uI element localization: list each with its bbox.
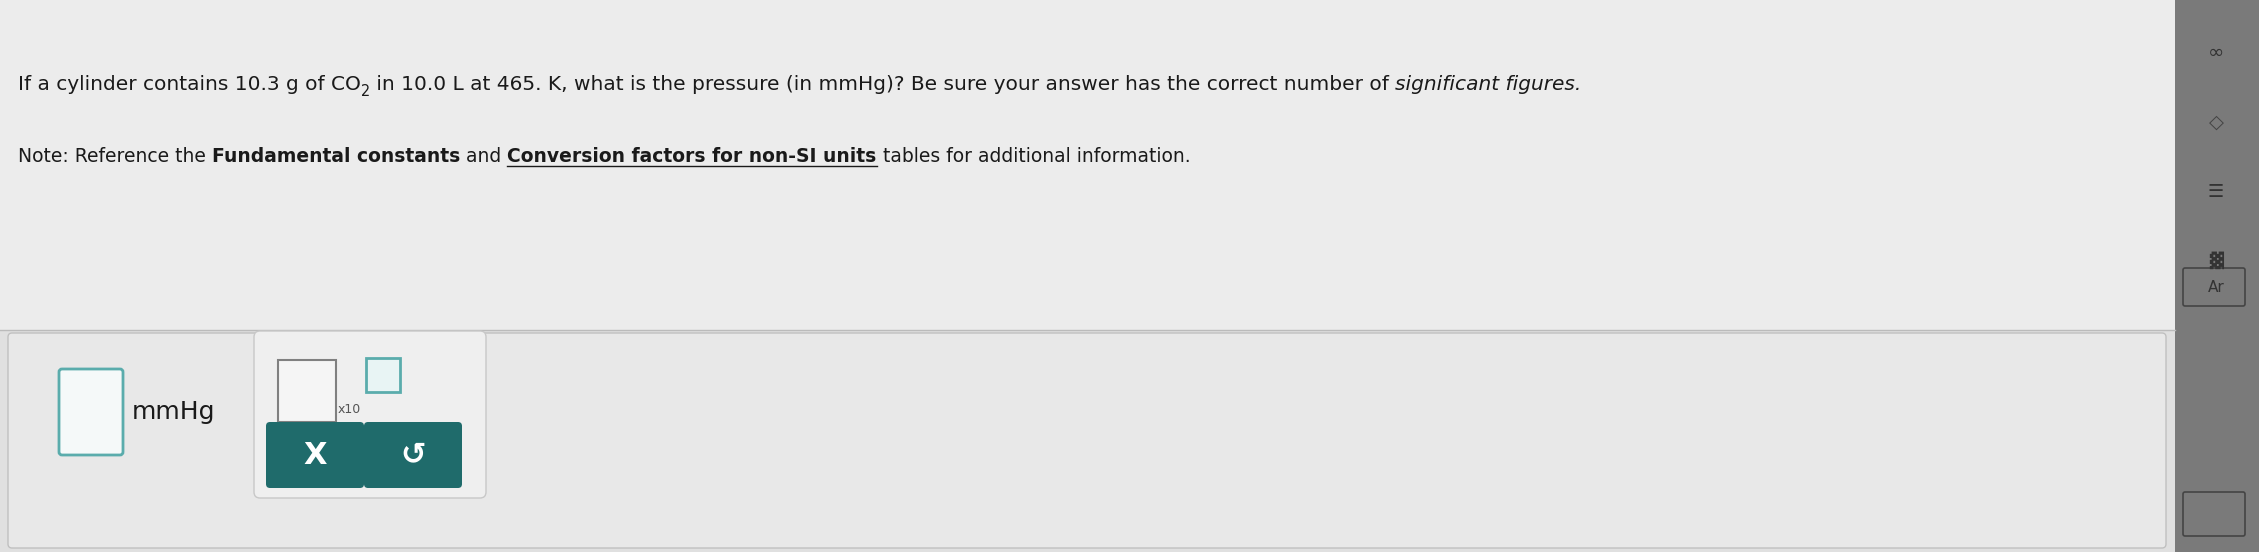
FancyBboxPatch shape — [253, 331, 486, 498]
FancyBboxPatch shape — [267, 422, 364, 488]
Text: significant figures.: significant figures. — [1396, 75, 1581, 94]
Bar — [0, 330, 2175, 552]
Text: mmHg: mmHg — [131, 400, 215, 424]
Text: ▓: ▓ — [2209, 251, 2223, 269]
Text: and: and — [461, 147, 508, 166]
Text: tables for additional information.: tables for additional information. — [876, 147, 1190, 166]
FancyBboxPatch shape — [59, 369, 122, 455]
FancyBboxPatch shape — [2182, 268, 2245, 306]
Text: ◇: ◇ — [2209, 113, 2223, 131]
Text: X: X — [303, 440, 328, 470]
Text: x10: x10 — [339, 403, 361, 416]
Bar — [278, 360, 337, 422]
Bar — [366, 358, 400, 392]
FancyBboxPatch shape — [2182, 492, 2245, 536]
Text: Conversion factors for non-SI units: Conversion factors for non-SI units — [508, 147, 876, 166]
Bar — [2175, 0, 2259, 552]
Text: ☰: ☰ — [2207, 183, 2225, 201]
Text: 2: 2 — [361, 84, 370, 99]
Text: ↺: ↺ — [400, 440, 425, 470]
Text: Ar: Ar — [2207, 279, 2225, 295]
Text: If a cylinder contains 10.3 g of CO: If a cylinder contains 10.3 g of CO — [18, 75, 361, 94]
FancyBboxPatch shape — [364, 422, 463, 488]
FancyBboxPatch shape — [9, 333, 2166, 548]
Text: Note: Reference the: Note: Reference the — [18, 147, 212, 166]
Bar — [0, 0, 2175, 330]
Text: Fundamental constants: Fundamental constants — [212, 147, 461, 166]
Text: in 10.0 L at 465. K, what is the pressure (in mmHg)? Be sure your answer has the: in 10.0 L at 465. K, what is the pressur… — [370, 75, 1396, 94]
Text: ∞: ∞ — [2207, 43, 2225, 61]
